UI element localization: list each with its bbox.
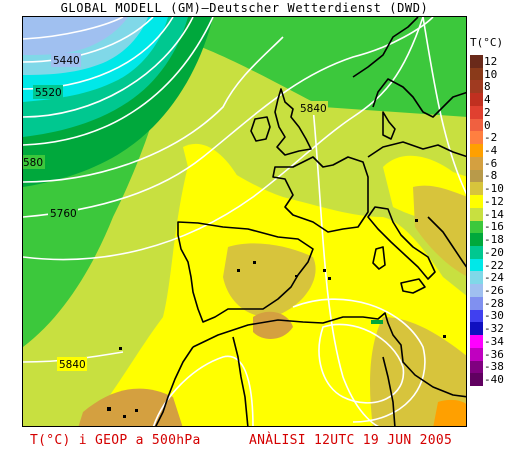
legend-label: -14 (484, 207, 504, 221)
footer-analysis-time: ANÀLISI 12UTC 19 JUN 2005 (249, 433, 453, 448)
legend-label: 4 (484, 93, 491, 107)
contour-label: 580 (23, 157, 43, 169)
islands (107, 219, 446, 418)
legend-swatch (470, 118, 483, 132)
legend-label: -24 (484, 271, 504, 285)
legend-swatch (470, 169, 483, 183)
color-legend (470, 55, 483, 387)
legend-swatch (470, 322, 483, 336)
contour-label: 5520 (35, 87, 62, 99)
coast-ireland (250, 116, 271, 142)
legend-label: -4 (484, 143, 498, 157)
legend-swatch (470, 284, 483, 298)
legend-swatch (470, 182, 483, 196)
coast-iberia (177, 221, 314, 323)
legend-label: -6 (484, 156, 498, 170)
coast-germany (367, 141, 466, 158)
legend-swatch (470, 220, 483, 234)
legend-label: -20 (484, 245, 504, 259)
legend-swatch (470, 271, 483, 285)
legend-swatch (470, 245, 483, 260)
map-panel: 5440 5520 5840 580 5760 5840 (22, 16, 467, 427)
coast-morocco-atlantic (155, 346, 194, 426)
legend-label: -12 (484, 194, 504, 208)
border-libya (382, 356, 396, 426)
geopotential-contours (23, 17, 466, 426)
temp-zone-tan-southeast (370, 317, 466, 426)
legend-label: -34 (484, 334, 504, 348)
legend-swatch (470, 67, 483, 81)
legend-label: -30 (484, 309, 504, 323)
contour-label: 5760 (50, 208, 77, 220)
legend-swatch (470, 156, 483, 171)
coast-britain (274, 88, 312, 156)
legend-label: 12 (484, 54, 498, 68)
temp-zone-orange-southeast (433, 399, 466, 426)
legend-label: -22 (484, 258, 504, 272)
contour-labels: 5440 5520 5840 580 5760 5840 (23, 53, 328, 371)
coastlines (155, 17, 466, 426)
legend-label: 10 (484, 67, 498, 81)
legend-label: -2 (484, 131, 498, 145)
legend-swatch (470, 360, 483, 374)
legend-label: -26 (484, 284, 504, 298)
legend-swatch (470, 233, 483, 247)
legend-swatch (470, 296, 483, 311)
legend-label: -10 (484, 182, 504, 196)
legend-label: -8 (484, 169, 498, 183)
legend-label: -16 (484, 220, 504, 234)
legend-swatch (470, 373, 483, 387)
coast-france (272, 156, 369, 233)
coast-sicily (400, 278, 426, 294)
legend-swatch (470, 80, 483, 94)
chart-title: GLOBAL MODELL (GM)—Deutscher Wetterdiens… (60, 1, 429, 15)
temp-zone-tan-south (78, 388, 183, 426)
legend-label: -36 (484, 347, 504, 361)
legend-label: -28 (484, 296, 504, 310)
legend-swatch (470, 207, 483, 221)
weather-map: 5440 5520 5840 580 5760 5840 (23, 17, 466, 426)
legend-swatch (470, 105, 483, 120)
temp-zone-tan-iberia (223, 243, 316, 318)
legend-label: 2 (484, 105, 491, 119)
coast-north-africa (192, 312, 466, 398)
coast-italy (367, 206, 436, 280)
legend-swatch (470, 93, 483, 107)
coast-denmark (382, 111, 396, 140)
legend-label: -38 (484, 360, 504, 374)
legend-title: T(°C) (470, 36, 504, 49)
temp-zone-lavender (23, 17, 128, 55)
legend-label: 8 (484, 80, 491, 94)
temp-zone-orange-south (253, 311, 293, 339)
legend-swatch (470, 309, 483, 323)
contour-label: 5840 (300, 103, 327, 115)
lake-marker (371, 320, 383, 324)
legend-swatch (470, 347, 483, 362)
legend-swatch (470, 335, 483, 349)
legend-label: -32 (484, 322, 504, 336)
border-algeria (232, 336, 249, 426)
coast-sardinia (372, 246, 386, 270)
legend-swatch (470, 55, 483, 69)
coast-balkans (427, 216, 466, 268)
contour-label: 5440 (53, 55, 80, 67)
legend-swatch (470, 131, 483, 145)
temp-zone-yellow-north (183, 143, 238, 196)
footer-variable-label: T(°C) i GEOP a 500hPa (30, 433, 201, 448)
temp-zone-tan-east (413, 185, 466, 276)
legend-label: -40 (484, 373, 504, 387)
contour-label: 5840 (59, 359, 86, 371)
legend-swatch (470, 258, 483, 272)
legend-swatch (470, 144, 483, 158)
coast-scandinavia (352, 17, 466, 118)
legend-label: -18 (484, 233, 504, 247)
legend-label: 0 (484, 118, 491, 132)
legend-swatch (470, 195, 483, 209)
